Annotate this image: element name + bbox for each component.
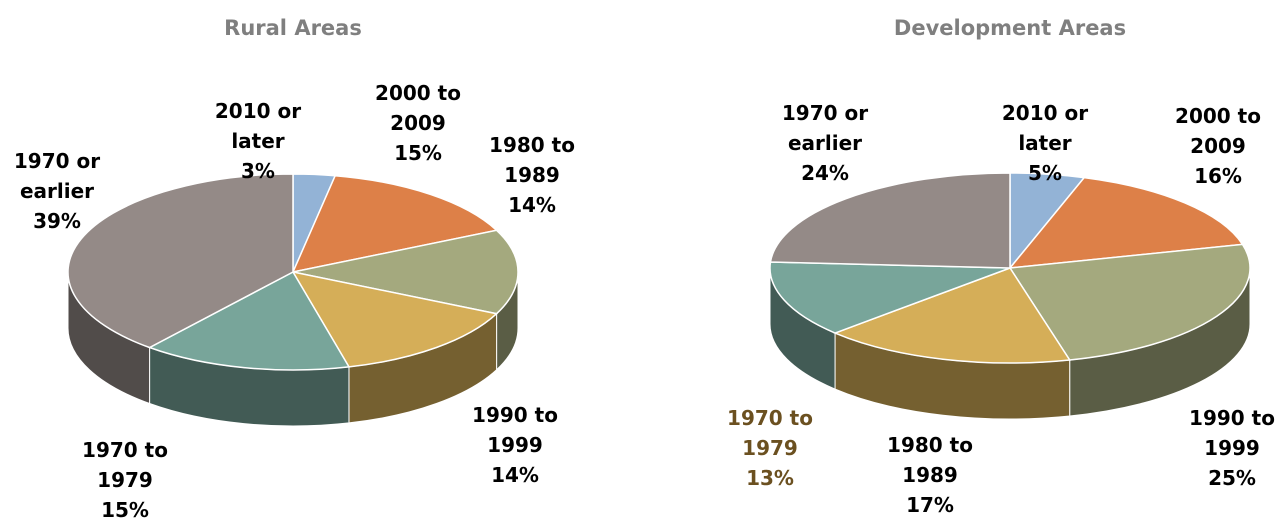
slice-value: 15% <box>394 141 442 165</box>
slice-label: 1970 to 1979 13% <box>710 403 830 493</box>
chart-title: Rural Areas <box>224 16 362 40</box>
slice-label: 1970 to 1979 15% <box>65 435 185 525</box>
slice <box>769 261 1011 334</box>
slice <box>291 174 499 274</box>
slice-category: 1970 or earlier <box>13 149 101 203</box>
slice-label: 1990 to 1999 14% <box>455 400 575 490</box>
slice <box>147 271 351 371</box>
slice-category: 1970 to 1979 <box>82 438 168 492</box>
slice-value: 5% <box>1028 161 1062 185</box>
slice <box>1008 176 1244 269</box>
slice-category: 2010 or later <box>214 99 302 153</box>
slice-value: 14% <box>508 193 556 217</box>
slice-label: 2000 to 2009 15% <box>358 78 478 168</box>
slice-category: 1980 to 1989 <box>489 133 575 187</box>
slice-value: 15% <box>101 498 149 522</box>
slice-category: 2010 or later <box>1001 101 1089 155</box>
slice-value: 16% <box>1194 164 1242 188</box>
slice <box>833 267 1071 364</box>
slice-value: 14% <box>491 463 539 487</box>
slice <box>292 229 519 315</box>
slice-category: 1970 to 1979 <box>727 406 813 460</box>
slice-label: 1980 to 1989 17% <box>870 430 990 520</box>
slice-label: 2000 to 2009 16% <box>1158 101 1278 191</box>
slice-value: 13% <box>746 466 794 490</box>
slice-value: 3% <box>241 159 275 183</box>
chart-title: Development Areas <box>893 16 1127 40</box>
slice-value: 39% <box>33 209 81 233</box>
slice-label: 1970 or earlier 39% <box>0 146 117 236</box>
slice-category: 1990 to 1999 <box>472 403 558 457</box>
slice-category: 1980 to 1989 <box>887 433 973 487</box>
slice-category: 1990 to 1999 <box>1189 406 1275 460</box>
slice-category: 1970 or earlier <box>781 101 869 155</box>
slice <box>291 270 499 368</box>
slice <box>769 172 1011 269</box>
slice-label: 1980 to 1989 14% <box>472 130 592 220</box>
slice <box>1008 243 1251 361</box>
slice <box>67 173 294 349</box>
slice-category: 2000 to 2009 <box>1175 104 1261 158</box>
slice-value: 25% <box>1208 466 1256 490</box>
slice-label: 2010 or later 3% <box>198 96 318 186</box>
slice-value: 17% <box>906 493 954 517</box>
slice-label: 1970 or earlier 24% <box>765 98 885 188</box>
slice-value: 24% <box>801 161 849 185</box>
slice-label: 1990 to 1999 25% <box>1172 403 1284 493</box>
slice-category: 2000 to 2009 <box>375 81 461 135</box>
slice-label: 2010 or later 5% <box>985 98 1105 188</box>
